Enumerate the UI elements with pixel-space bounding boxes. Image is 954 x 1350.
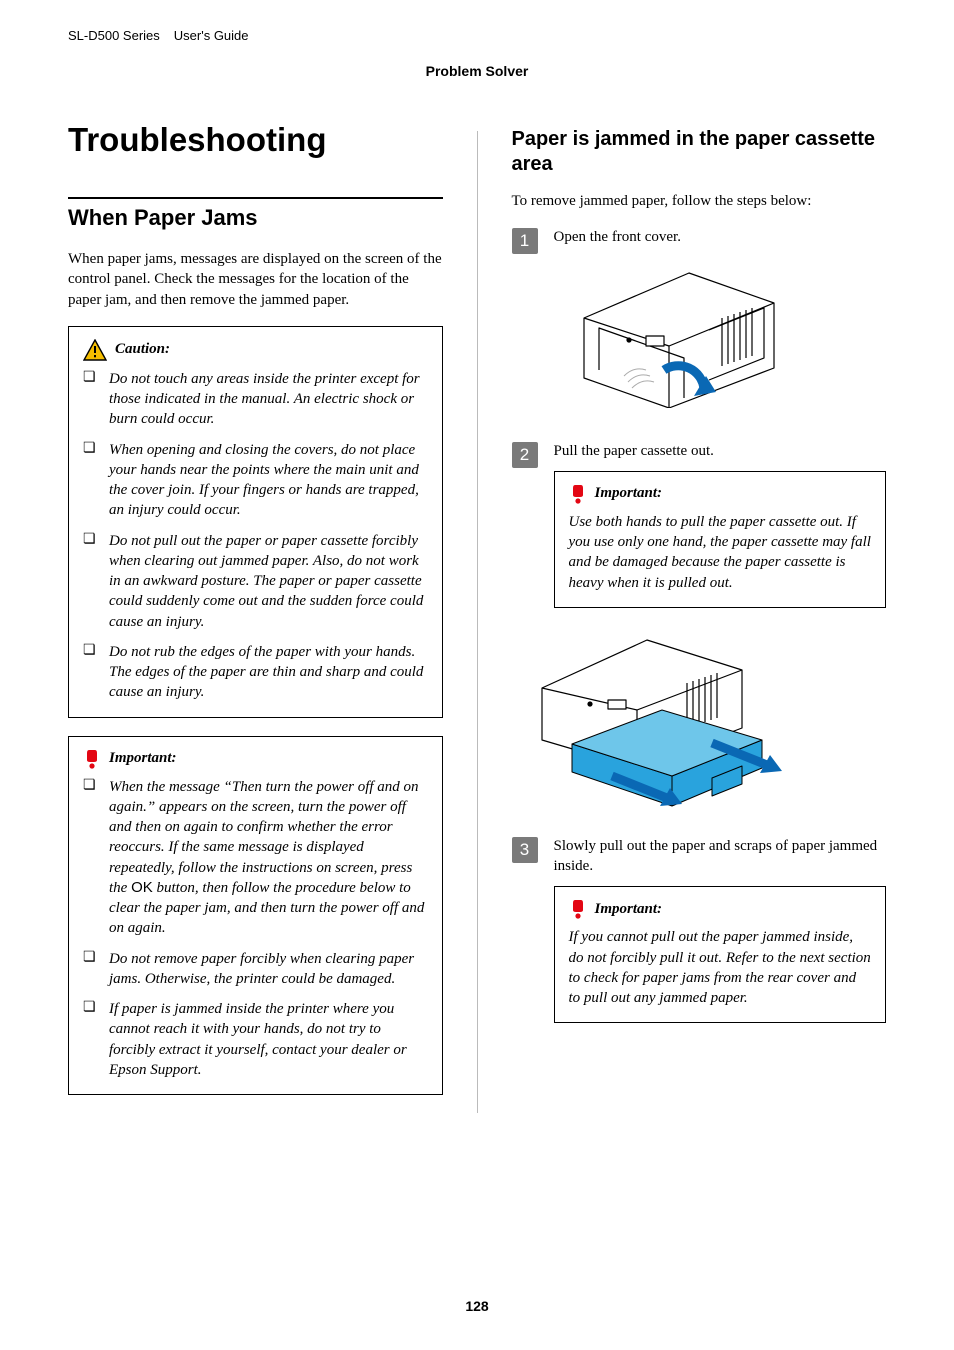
- important-box-left: Important: ❏When the message “Then turn …: [68, 736, 443, 1096]
- step-number-icon: 3: [512, 837, 538, 863]
- important-item: When the message “Then turn the power of…: [109, 777, 428, 939]
- caution-item: Do not pull out the paper or paper casse…: [109, 531, 428, 632]
- h3-cassette-area: Paper is jammed in the paper cassette ar…: [512, 127, 887, 177]
- product-name: SL-D500 Series: [68, 28, 160, 43]
- step-number-icon: 2: [512, 442, 538, 468]
- caution-box: Caution: ❏Do not touch any areas inside …: [68, 326, 443, 718]
- step-number-icon: 1: [512, 228, 538, 254]
- step-text: Pull the paper cassette out.: [554, 441, 887, 461]
- step-1: 1 Open the front cover.: [512, 227, 887, 430]
- step-2: 2 Pull the paper cassette out. Important…: [512, 441, 887, 618]
- important-title: Important:: [595, 901, 663, 918]
- page-number: 128: [0, 1298, 954, 1314]
- important-body: If you cannot pull out the paper jammed …: [569, 927, 872, 1008]
- important-title: Important:: [109, 750, 177, 767]
- printer-cassette-illustration: [512, 628, 812, 813]
- caution-title: Caution:: [115, 341, 170, 358]
- important-box-step3: Important: If you cannot pull out the pa…: [554, 886, 887, 1023]
- caution-item: Do not touch any areas inside the printe…: [109, 369, 428, 430]
- important-item: Do not remove paper forcibly when cleari…: [109, 949, 428, 990]
- doc-title: User's Guide: [174, 28, 249, 43]
- important-list: ❏When the message “Then turn the power o…: [83, 777, 428, 1081]
- important-icon: [83, 749, 101, 769]
- page-title: Troubleshooting: [68, 121, 443, 159]
- important-icon: [569, 899, 587, 919]
- h2-when-paper-jams: When Paper Jams: [68, 197, 443, 231]
- printer-front-cover-illustration: [554, 258, 794, 408]
- important-item: If paper is jammed inside the printer wh…: [109, 999, 428, 1080]
- important-title: Important:: [595, 485, 663, 502]
- important-icon: [569, 484, 587, 504]
- step-3: 3 Slowly pull out the paper and scraps o…: [512, 836, 887, 1034]
- caution-list: ❏Do not touch any areas inside the print…: [83, 369, 428, 703]
- caution-item: When opening and closing the covers, do …: [109, 440, 428, 521]
- step-text: Open the front cover.: [554, 227, 887, 247]
- important-body: Use both hands to pull the paper cassett…: [569, 512, 872, 593]
- intro-paragraph: When paper jams, messages are displayed …: [68, 249, 443, 310]
- caution-icon: [83, 339, 107, 361]
- important-box-step2: Important: Use both hands to pull the pa…: [554, 471, 887, 608]
- section-header: Problem Solver: [68, 63, 886, 79]
- step-text: Slowly pull out the paper and scraps of …: [554, 836, 887, 877]
- doc-header: SL-D500 Series User's Guide: [68, 28, 886, 43]
- caution-item: Do not rub the edges of the paper with y…: [109, 642, 428, 703]
- right-intro: To remove jammed paper, follow the steps…: [512, 191, 887, 211]
- column-divider: [477, 131, 478, 1113]
